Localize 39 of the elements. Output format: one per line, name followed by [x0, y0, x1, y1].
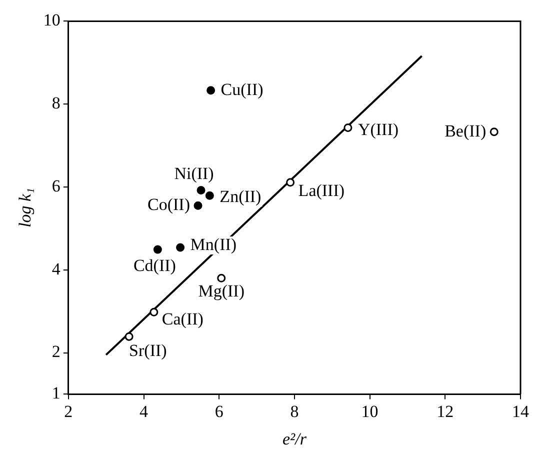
annotation: La(III)	[298, 180, 345, 200]
point	[150, 308, 158, 316]
x-tick-label: 6	[214, 402, 224, 421]
annotation: Be(II)	[444, 121, 486, 140]
x-axis-title: e²/r	[282, 429, 307, 448]
x-tick-label: 8	[290, 402, 299, 421]
point	[176, 243, 185, 252]
y-axis-title: log k₁	[16, 188, 35, 228]
y-tick-label: 2	[52, 342, 60, 362]
x-tick-label: 2	[64, 402, 73, 421]
annotation: Mg(II)	[198, 282, 244, 301]
y-tick-label: 4	[52, 259, 61, 278]
point	[286, 178, 295, 187]
annotation: Mn(II)	[190, 234, 237, 254]
point	[194, 201, 202, 210]
annotation: Co(II)	[148, 195, 190, 214]
point	[205, 191, 214, 200]
point	[153, 245, 162, 254]
annotation: Sr(II)	[129, 341, 167, 360]
y-tick-label: 6	[52, 176, 60, 196]
point	[217, 274, 226, 282]
y-tick-label: 10	[43, 10, 60, 30]
annotation: Cd(II)	[133, 256, 176, 276]
annotation: Ca(II)	[162, 310, 204, 329]
annotation: Cu(II)	[220, 80, 264, 99]
point	[344, 123, 352, 132]
point	[124, 332, 134, 341]
x-tick-label: 10	[361, 402, 378, 421]
x-tick-label: 4	[140, 402, 148, 421]
annotation: Zn(II)	[220, 187, 262, 206]
point	[196, 186, 206, 195]
y-tick-label: 1	[52, 384, 60, 403]
x-tick-label: 12	[436, 402, 454, 421]
x-tick-label: 14	[512, 402, 530, 421]
annotation: Ni(II)	[174, 164, 214, 183]
point	[206, 86, 216, 95]
point	[490, 128, 498, 136]
annotation: Y(III)	[358, 120, 399, 140]
y-tick-label: 8	[52, 94, 60, 113]
